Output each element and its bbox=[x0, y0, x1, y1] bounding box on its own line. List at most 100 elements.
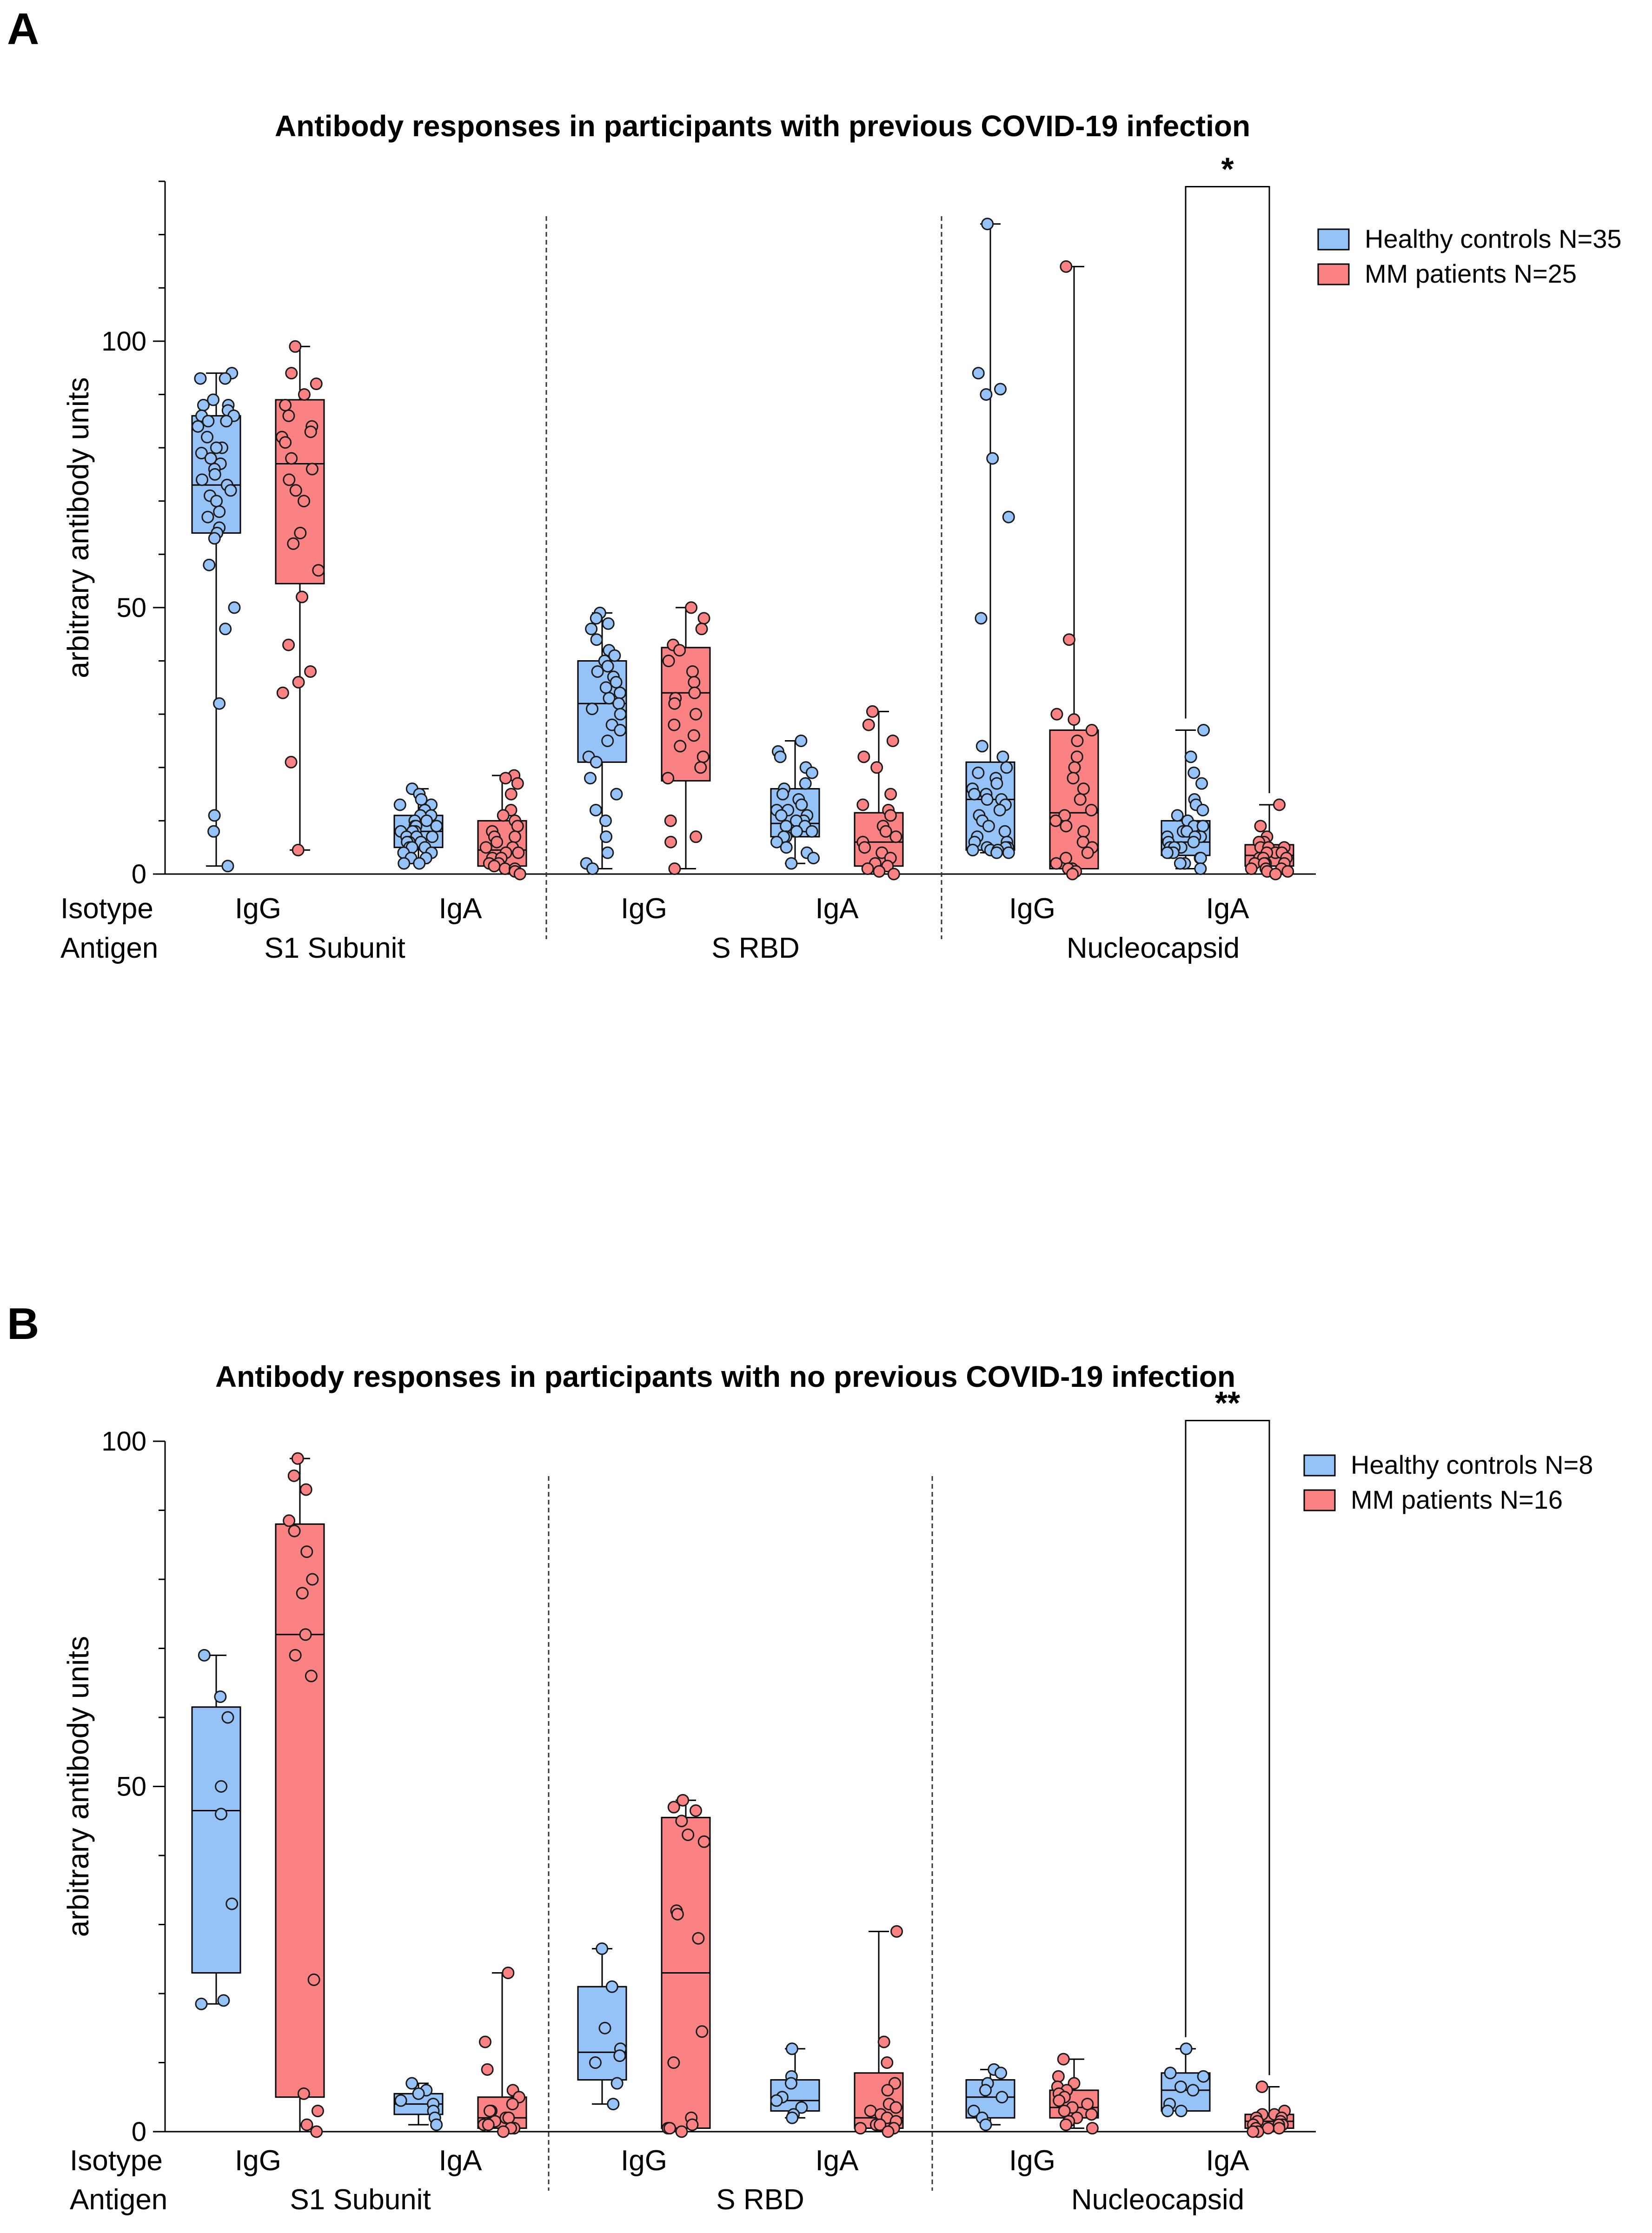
isotype-label: IgA bbox=[815, 2145, 859, 2177]
data-point bbox=[195, 447, 208, 460]
data-point bbox=[776, 788, 789, 801]
data-point bbox=[1196, 820, 1209, 833]
data-point bbox=[195, 1997, 208, 2010]
data-point bbox=[221, 860, 234, 873]
data-point bbox=[598, 2021, 611, 2034]
box-healthy-2 bbox=[393, 782, 444, 870]
data-point bbox=[697, 750, 710, 763]
data-point bbox=[585, 623, 598, 636]
data-point bbox=[664, 835, 677, 848]
data-point bbox=[1254, 820, 1267, 833]
data-point bbox=[882, 2125, 895, 2138]
data-point bbox=[279, 436, 292, 449]
data-point bbox=[590, 633, 603, 646]
box-mm-6 bbox=[1244, 798, 1294, 881]
data-point bbox=[478, 2035, 491, 2048]
data-point bbox=[305, 463, 318, 476]
data-point bbox=[591, 665, 604, 678]
data-point bbox=[689, 1804, 702, 1817]
data-point bbox=[511, 777, 524, 790]
data-point bbox=[208, 532, 221, 545]
box-mm-5 bbox=[1049, 2053, 1099, 2135]
y-tick-label: 0 bbox=[132, 859, 146, 889]
data-point bbox=[1081, 846, 1094, 859]
data-point bbox=[785, 857, 798, 870]
data-point bbox=[192, 420, 205, 433]
box-healthy-3 bbox=[577, 606, 627, 875]
data-point bbox=[420, 814, 433, 827]
data-point bbox=[856, 798, 869, 811]
data-point bbox=[228, 601, 241, 614]
box-healthy-2 bbox=[393, 2077, 444, 2131]
antigen-label: S RBD bbox=[716, 2184, 804, 2216]
data-point bbox=[784, 2077, 797, 2090]
antigen-label: Nucleocapsid bbox=[1067, 932, 1240, 964]
data-point bbox=[785, 2042, 798, 2055]
data-point bbox=[1255, 2080, 1268, 2093]
box-mm-1 bbox=[275, 340, 325, 856]
data-point bbox=[213, 697, 226, 710]
data-point bbox=[393, 798, 406, 811]
data-point bbox=[195, 473, 208, 486]
chart-title: Antibody responses in participants with … bbox=[215, 1360, 1235, 1393]
data-point bbox=[312, 564, 325, 577]
data-point bbox=[289, 484, 302, 497]
data-point bbox=[413, 857, 426, 870]
data-point bbox=[696, 2025, 709, 2038]
data-point bbox=[213, 505, 226, 518]
data-point bbox=[491, 835, 504, 848]
data-point bbox=[870, 761, 883, 774]
data-point bbox=[887, 868, 900, 881]
box-healthy-4 bbox=[770, 2042, 820, 2124]
data-point bbox=[482, 2118, 495, 2131]
data-point bbox=[1060, 2118, 1073, 2131]
data-point bbox=[975, 740, 989, 753]
data-point bbox=[398, 857, 411, 870]
data-point bbox=[993, 803, 1006, 816]
data-point bbox=[874, 2118, 887, 2131]
data-point bbox=[1062, 633, 1075, 646]
data-point bbox=[394, 2094, 407, 2107]
data-point bbox=[775, 809, 788, 822]
data-point bbox=[1245, 862, 1258, 875]
data-point bbox=[1067, 772, 1080, 785]
data-point bbox=[1071, 734, 1084, 747]
data-point bbox=[298, 495, 311, 508]
data-point bbox=[854, 2122, 867, 2135]
data-point bbox=[1161, 846, 1174, 859]
data-point bbox=[430, 820, 443, 833]
data-point bbox=[299, 1483, 312, 1496]
data-point bbox=[304, 425, 317, 438]
data-point bbox=[506, 2098, 519, 2111]
box-healthy-4 bbox=[770, 734, 820, 870]
data-point bbox=[879, 825, 892, 838]
data-point bbox=[292, 676, 305, 689]
isotype-label: IgG bbox=[621, 2145, 667, 2177]
data-point bbox=[886, 734, 899, 747]
data-point bbox=[774, 750, 787, 763]
legend: Healthy controls N=8 MM patients N=16 bbox=[1303, 1450, 1593, 1514]
data-point bbox=[966, 843, 979, 856]
data-point bbox=[687, 729, 700, 742]
data-point bbox=[481, 2063, 494, 2076]
data-point bbox=[1077, 782, 1090, 795]
data-point bbox=[1247, 2125, 1260, 2138]
data-point bbox=[612, 697, 625, 710]
data-point bbox=[304, 665, 317, 678]
chart-panel-b: B Antibody responses in participants with… bbox=[7, 1299, 1593, 2216]
data-point bbox=[208, 468, 221, 481]
data-point bbox=[405, 2077, 418, 2090]
data-point bbox=[599, 681, 612, 694]
data-point bbox=[686, 665, 699, 678]
y-axis-label: arbitrary antibody units bbox=[61, 377, 95, 678]
significance-marker: * bbox=[1221, 151, 1234, 187]
legend-label-healthy: Healthy controls N=8 bbox=[1351, 1450, 1593, 1479]
data-point bbox=[1068, 713, 1081, 726]
data-point bbox=[589, 803, 602, 816]
data-point bbox=[1180, 2042, 1193, 2055]
significance-marker: ** bbox=[1215, 1385, 1241, 1421]
data-point bbox=[603, 692, 616, 705]
antigen-label: S1 Subunit bbox=[290, 2184, 431, 2216]
antigen-label: S RBD bbox=[711, 932, 799, 964]
antigen-label: Nucleocapsid bbox=[1071, 2184, 1244, 2216]
